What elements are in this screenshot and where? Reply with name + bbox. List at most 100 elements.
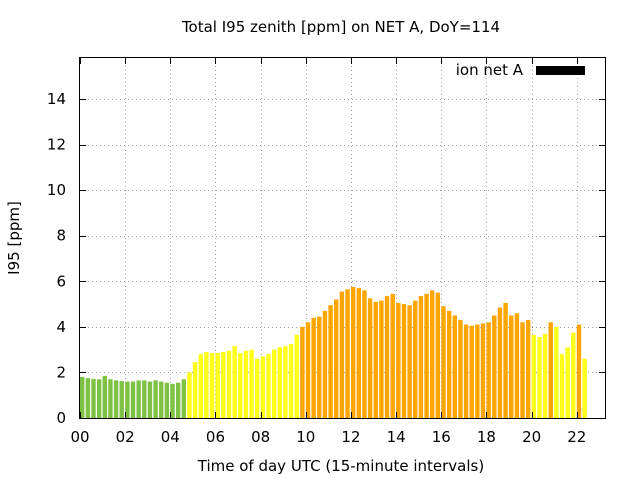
- bar: [108, 379, 113, 418]
- y-tick-label: 12: [47, 136, 66, 154]
- chart-title: Total I95 zenith [ppm] on NET A, DoY=114: [181, 18, 500, 36]
- bar: [277, 347, 282, 418]
- bar: [232, 346, 237, 418]
- bar: [356, 288, 362, 418]
- bar: [288, 343, 294, 418]
- y-tick-label: 2: [56, 363, 66, 381]
- x-tick-label: 16: [432, 428, 451, 446]
- bar: [159, 381, 164, 418]
- bar: [424, 293, 429, 418]
- bar: [537, 337, 542, 418]
- bar: [294, 334, 299, 418]
- bar: [458, 320, 463, 418]
- bar: [503, 302, 508, 418]
- bar: [486, 322, 491, 418]
- bar: [142, 380, 147, 418]
- bar: [175, 382, 181, 418]
- bar: [418, 296, 424, 418]
- y-tick-label: 4: [56, 318, 66, 336]
- bar: [260, 356, 266, 418]
- bar: [187, 372, 192, 418]
- bar: [509, 315, 514, 418]
- bar: [238, 353, 243, 418]
- y-tick-label: 10: [47, 181, 66, 199]
- bar: [401, 304, 407, 418]
- bar: [525, 320, 531, 418]
- bar: [531, 334, 537, 418]
- bar: [198, 354, 203, 418]
- bar: [85, 378, 91, 418]
- bar: [514, 313, 520, 418]
- y-tick-label: 14: [47, 90, 66, 108]
- bar: [266, 354, 271, 418]
- bar: [119, 381, 124, 418]
- plot-frame: [79, 57, 606, 419]
- bar: [554, 326, 559, 418]
- x-tick-label: 22: [567, 428, 586, 446]
- bar: [559, 354, 565, 418]
- legend-swatch: [536, 66, 585, 75]
- legend-label: ion net A: [456, 61, 524, 79]
- bar: [192, 362, 198, 418]
- bar: [339, 291, 345, 418]
- bar: [435, 292, 441, 418]
- bar: [480, 323, 486, 418]
- bar: [367, 298, 373, 418]
- bar: [413, 300, 418, 418]
- bar: [96, 379, 102, 418]
- bar: [576, 324, 582, 418]
- bar: [113, 380, 119, 418]
- axis-ticks: [80, 58, 605, 419]
- bar: [345, 289, 350, 418]
- bar: [311, 317, 316, 418]
- bar: [407, 305, 412, 418]
- bar: [497, 307, 503, 418]
- bar: [441, 306, 446, 418]
- bar: [80, 376, 85, 418]
- bar: [243, 350, 249, 418]
- bar: [469, 325, 474, 418]
- x-tick-label: 04: [161, 428, 180, 446]
- bar: [181, 379, 187, 418]
- bar: [322, 310, 328, 418]
- x-tick-label: 10: [296, 428, 315, 446]
- x-tick-label: 08: [251, 428, 270, 446]
- bar: [164, 382, 170, 418]
- bar: [446, 310, 452, 418]
- y-tick-labels: 0 2 4 6 8 10 12 14: [47, 90, 66, 427]
- bar: [542, 333, 548, 418]
- bar: [452, 315, 457, 418]
- bar: [204, 351, 209, 418]
- bar: [136, 380, 141, 418]
- x-tick-label: 02: [116, 428, 135, 446]
- x-tick-label: 12: [341, 428, 360, 446]
- bar: [430, 290, 435, 418]
- bar: [475, 324, 480, 418]
- bar: [328, 305, 333, 418]
- bar: [390, 293, 395, 418]
- y-tick-label: 6: [56, 272, 66, 290]
- bar: [125, 381, 130, 418]
- bar: [548, 322, 553, 418]
- bar: [520, 322, 525, 418]
- bar: [170, 383, 175, 418]
- bar: [571, 332, 576, 418]
- bar: [384, 296, 390, 418]
- bar: [226, 350, 232, 418]
- bar: [255, 358, 260, 418]
- bar: [317, 316, 322, 418]
- bar: [130, 381, 136, 418]
- legend: ion net A: [456, 61, 585, 79]
- y-tick-label: 0: [56, 409, 66, 427]
- bar: [373, 301, 378, 418]
- x-tick-label: 18: [477, 428, 496, 446]
- bar: [209, 353, 215, 418]
- x-axis-label: Time of day UTC (15-minute intervals): [197, 457, 484, 475]
- x-tick-label: 20: [522, 428, 541, 446]
- bar: [147, 381, 153, 418]
- bar: [582, 358, 587, 418]
- bar: [492, 315, 497, 418]
- x-tick-label: 14: [387, 428, 406, 446]
- y-axis-label: I95 [ppm]: [5, 201, 23, 275]
